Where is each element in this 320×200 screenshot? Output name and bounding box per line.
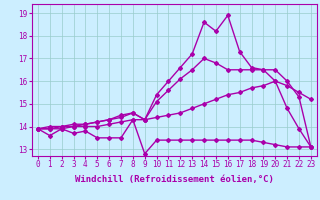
X-axis label: Windchill (Refroidissement éolien,°C): Windchill (Refroidissement éolien,°C) bbox=[75, 175, 274, 184]
